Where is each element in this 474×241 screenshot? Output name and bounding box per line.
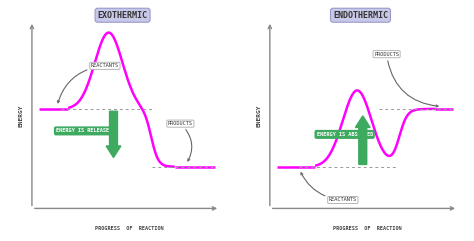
Text: PROGRESS  OF  REACTION: PROGRESS OF REACTION [333,226,401,231]
Text: PROGRESS  OF  REACTION: PROGRESS OF REACTION [95,226,164,231]
Text: REACTANTS: REACTANTS [57,63,119,103]
Text: PRODUCTS: PRODUCTS [168,121,193,161]
Text: PRODUCTS: PRODUCTS [374,52,438,107]
Text: ENERGY: ENERGY [256,105,261,127]
Text: ENERGY: ENERGY [18,105,23,127]
Text: ENDOTHERMIC: ENDOTHERMIC [333,11,388,20]
Text: EXOTHERMIC: EXOTHERMIC [98,11,147,20]
Text: ENERGY IS ABSORBED: ENERGY IS ABSORBED [317,132,373,137]
Text: ENERGY IS RELEASED: ENERGY IS RELEASED [56,128,112,134]
FancyArrow shape [356,116,370,164]
Text: REACTANTS: REACTANTS [301,173,357,202]
FancyArrow shape [106,111,121,158]
